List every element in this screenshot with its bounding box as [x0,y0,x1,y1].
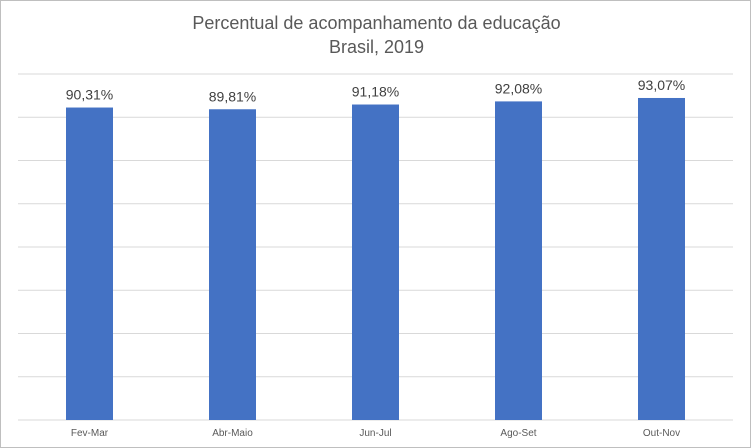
data-labels: 90,31% 89,81% 91,18% 92,08% 93,07% [66,77,685,104]
bar-abr-maio [209,109,256,421]
x-tick-label: Jun-Jul [359,428,391,439]
data-label: 89,81% [209,88,256,104]
data-label: 91,18% [352,84,399,100]
x-tick-labels: Fev-Mar Abr-Maio Jun-Jul Ago-Set Out-Nov [71,428,680,439]
x-tick-label: Ago-Set [500,428,536,439]
bar-jun-jul [352,104,399,420]
x-tick-label: Abr-Maio [212,428,253,439]
chart-title: Percentual de acompanhamento da educação [192,13,561,33]
data-label: 93,07% [638,77,685,93]
x-tick-label: Out-Nov [643,428,680,439]
data-label: 92,08% [495,80,542,96]
bars [66,97,685,421]
bar-ago-set [495,101,542,420]
data-label: 90,31% [66,87,113,103]
chart-subtitle: Brasil, 2019 [328,37,425,57]
chart-title-block: Percentual de acompanhamento da educação… [1,11,751,59]
bar-fev-mar [66,107,113,420]
bar-out-nov [638,97,685,421]
x-tick-label: Fev-Mar [71,428,109,439]
